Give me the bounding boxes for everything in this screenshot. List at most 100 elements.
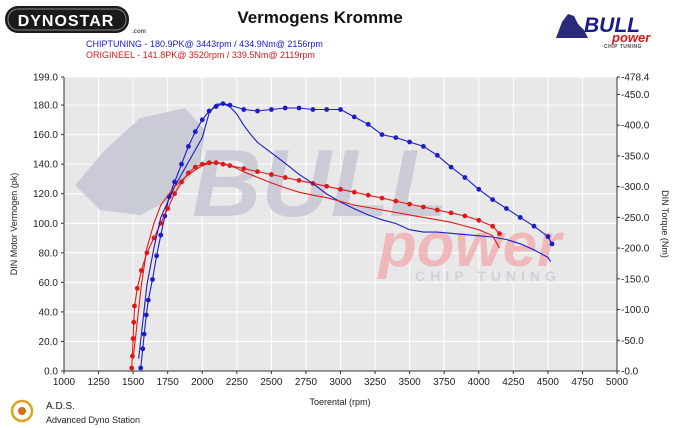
data-point-chiptuning-power — [504, 206, 509, 211]
data-point-chiptuning-power — [154, 253, 160, 259]
y-left-tick-label: 180.0 — [33, 101, 58, 112]
data-point-chiptuning-power — [310, 107, 316, 112]
x-axis-label: Toerental (rpm) — [309, 397, 370, 407]
data-point-chiptuning-power — [351, 114, 357, 120]
data-point-chiptuning-power — [549, 241, 555, 247]
data-point-origineel-power — [462, 213, 468, 219]
y-left-tick-label: 199.0 — [33, 73, 58, 84]
bull-figure-icon — [556, 14, 588, 38]
data-point-origineel-power — [241, 166, 247, 172]
data-point-origineel-power — [134, 285, 140, 291]
watermark-tag: CHIP TUNING — [415, 268, 561, 284]
bullpower-logo: BULL power CHIP TUNING — [556, 14, 651, 50]
data-point-origineel-power — [379, 195, 385, 201]
y-right-tick-label: -450.0 — [621, 90, 650, 101]
legend-chiptuning: CHIPTUNING - 180.9PK@ 3443rpm / 434.9Nm@… — [86, 39, 323, 49]
x-tick-label: 2250 — [226, 377, 249, 388]
data-point-origineel-power — [282, 175, 288, 180]
x-tick-label: 2000 — [191, 377, 214, 388]
data-point-origineel-power — [172, 191, 178, 197]
data-point-origineel-power — [131, 319, 137, 325]
x-tick-label: 1250 — [87, 377, 110, 388]
dynostar-logo: DYNOSTAR .com — [5, 6, 146, 35]
y-right-tick-label: -478.4 — [621, 73, 650, 84]
data-point-chiptuning-power — [490, 197, 495, 203]
data-point-origineel-power — [255, 169, 260, 175]
chart-title: Vermogens Kromme — [237, 8, 402, 27]
data-point-chiptuning-power — [140, 346, 146, 352]
y-right-tick-label: -0.0 — [621, 367, 639, 378]
y-left-tick-labels: 0.0 20.0 40.0 60.0 80.0 100.0 120.0 140.0 160.0 1… — [33, 73, 64, 378]
y-left-tick-label: 40.0 — [39, 307, 59, 318]
data-point-chiptuning-power — [172, 179, 178, 185]
x-tick-label: 4500 — [537, 377, 560, 388]
x-tick-label: 5000 — [606, 377, 629, 388]
data-point-chiptuning-power — [476, 186, 482, 192]
y-right-tick-label: -50.0 — [621, 336, 644, 347]
data-point-chiptuning-power — [192, 129, 198, 135]
x-tick-label: 1000 — [53, 377, 76, 388]
data-point-origineel-power — [192, 164, 198, 170]
y-left-tick-label: 100.0 — [33, 219, 58, 230]
data-point-origineel-power — [490, 223, 495, 229]
data-point-origineel-power — [130, 336, 136, 341]
x-tick-label: 1500 — [122, 377, 145, 388]
watermark: BULL power CHIP TUNING — [75, 108, 564, 284]
bullpower-logo-main: BULL — [584, 14, 640, 37]
data-point-origineel-power — [151, 235, 157, 241]
x-tick-label: 3250 — [364, 377, 387, 388]
data-point-chiptuning-power — [421, 144, 426, 149]
data-point-origineel-power — [434, 207, 440, 213]
data-point-origineel-power — [165, 206, 171, 211]
data-point-origineel-power — [296, 178, 302, 183]
data-point-origineel-power — [421, 204, 426, 210]
data-point-chiptuning-power — [393, 135, 399, 141]
data-point-chiptuning-power — [531, 223, 537, 229]
data-point-chiptuning-power — [141, 331, 147, 337]
data-point-chiptuning-power — [448, 164, 454, 170]
watermark-main: BULL — [192, 130, 448, 237]
y-right-axis-label: DIN Torque (Nm) — [660, 190, 670, 258]
y-right-tick-label: -200.0 — [621, 244, 650, 255]
data-point-chiptuning-power — [150, 277, 155, 282]
x-tick-label: 4000 — [468, 377, 491, 388]
bullpower-logo-tag: CHIP TUNING — [604, 44, 642, 50]
x-tick-label: 1750 — [157, 377, 180, 388]
x-tick-label: 4250 — [502, 377, 525, 388]
x-tick-label: 2500 — [260, 377, 283, 388]
ads-swirl-icon — [10, 399, 34, 423]
data-point-chiptuning-power — [158, 232, 164, 238]
data-point-chiptuning-power — [379, 132, 385, 138]
data-point-chiptuning-power — [138, 365, 144, 371]
data-point-origineel-power — [338, 186, 343, 192]
data-point-chiptuning-power — [179, 161, 184, 167]
data-point-origineel-power — [407, 201, 412, 207]
data-point-chiptuning-power — [143, 312, 149, 318]
y-right-tick-label: -400.0 — [621, 121, 650, 132]
data-point-origineel-power — [269, 172, 274, 177]
data-point-origineel-power — [179, 179, 184, 185]
x-tick-label: 3750 — [433, 377, 456, 388]
dynostar-logo-text: DYNOSTAR — [18, 13, 115, 30]
data-point-origineel-power — [132, 303, 137, 309]
y-left-tick-label: 160.0 — [33, 130, 58, 141]
data-point-chiptuning-power — [282, 105, 288, 111]
bullpower-logo-sub: power — [611, 30, 651, 45]
series-layer — [129, 101, 555, 371]
series-line-chiptuning-torque — [138, 103, 552, 359]
y-left-tick-label: 20.0 — [39, 337, 59, 348]
data-point-chiptuning-power — [199, 117, 205, 123]
x-tick-labels: 1000 1250 1500 1750 2000 2250 2500 2750 3000 3250… — [53, 371, 629, 388]
data-point-chiptuning-power — [324, 107, 330, 112]
dynostar-logo-suffix: .com — [132, 29, 146, 35]
watermark-sub: power — [377, 211, 564, 280]
x-tick-label: 4750 — [571, 377, 594, 388]
data-point-origineel-power — [139, 268, 144, 273]
y-right-tick-label: -350.0 — [621, 151, 650, 162]
data-point-chiptuning-power — [145, 297, 151, 303]
data-point-chiptuning-power — [517, 215, 523, 220]
y-left-tick-label: 60.0 — [39, 278, 59, 289]
series-line-origineel-torque — [132, 162, 500, 359]
legend-origineel: ORIGINEEL - 141.8PK@ 3520rpm / 339.5Nm@ … — [86, 50, 315, 60]
